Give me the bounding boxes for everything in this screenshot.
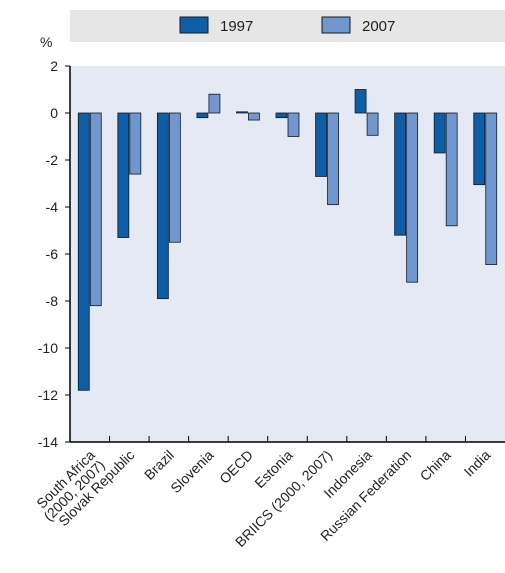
bar-2007-estonia <box>287 112 300 137</box>
y-tick-label: -2 <box>46 152 59 168</box>
bar-2007-brazil <box>168 112 181 243</box>
x-category-labels: South Africa(2000, 2007)Slovak Republic B… <box>33 447 494 550</box>
legend: 1997 2007 <box>179 16 395 35</box>
legend-swatch-2007 <box>321 16 351 34</box>
bar-1997-slovak-republic <box>117 112 130 238</box>
legend-label-1997: 1997 <box>220 18 253 35</box>
y-tick-labels: 2 0 -2 -4 -6 -8 -10 -12 -14 <box>38 58 58 450</box>
y-tick-label: -4 <box>46 199 59 215</box>
x-category-label-china: China <box>417 447 454 484</box>
legend-label-2007: 2007 <box>362 18 395 35</box>
x-category-label-india: India <box>461 447 494 480</box>
x-category-label-slovenia: Slovenia <box>167 447 216 496</box>
y-tick-label: -6 <box>46 246 59 262</box>
legend-swatch-1997 <box>179 16 209 34</box>
y-tick-label: -14 <box>38 434 58 450</box>
x-category-label-brazil: Brazil <box>141 447 177 483</box>
bar-1997-slovenia <box>196 112 209 119</box>
y-axis-unit-label: % <box>40 34 52 50</box>
plot-area <box>70 66 505 442</box>
y-tick-label: 2 <box>50 58 58 74</box>
bar-1997-south-africa <box>77 112 90 391</box>
bar-2007-slovak-republic <box>129 112 142 175</box>
bar-1997-india <box>473 112 486 186</box>
bar-2007-india <box>485 112 498 265</box>
y-tick-label: -8 <box>46 293 59 309</box>
y-tick-label: 0 <box>50 105 58 121</box>
bar-1997-indonesia <box>354 89 367 114</box>
bar-2007-south-africa <box>89 112 102 307</box>
bar-2007-slovenia <box>208 93 221 114</box>
bar-2007-china <box>445 112 458 227</box>
bar-2007-briics-2000-2007 <box>327 112 339 206</box>
bar-1997-briics-2000-2007 <box>315 112 327 177</box>
legend-background <box>70 10 505 42</box>
bar-1997-russian-federation <box>394 112 407 236</box>
bar-2007-indonesia <box>366 112 379 136</box>
x-category-label-oecd: OECD <box>216 447 256 487</box>
bar-1997-brazil <box>156 112 169 300</box>
bar-2007-oecd <box>248 112 260 121</box>
bar-1997-oecd <box>236 111 248 114</box>
bar-1997-china <box>433 112 446 154</box>
y-tick-label: -10 <box>38 340 58 356</box>
axes <box>65 65 505 443</box>
bar-2007-russian-federation <box>406 112 419 283</box>
bar-1997-estonia <box>275 112 288 119</box>
y-tick-label: -12 <box>38 387 58 403</box>
bars <box>77 89 498 391</box>
